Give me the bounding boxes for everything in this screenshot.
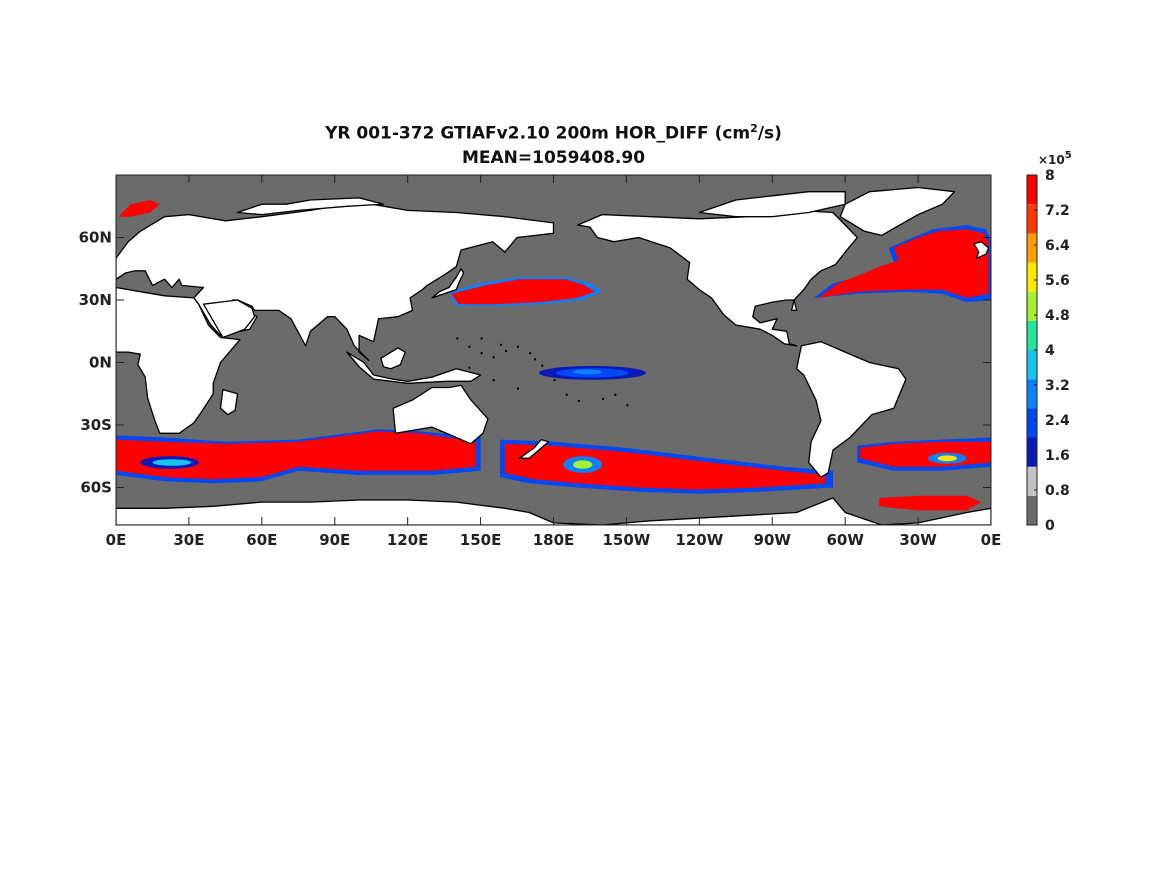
y-axis: 60N 30N 0N 30S 60S — [79, 229, 991, 497]
island-5 — [517, 345, 519, 348]
y-tick-label: 30N — [79, 291, 112, 309]
colorbar-level-1 — [1027, 466, 1037, 496]
island-13 — [626, 404, 629, 407]
colorbar-tick-label: 4.8 — [1045, 308, 1070, 324]
y-tick-label: 0N — [89, 354, 112, 372]
land-japan — [431, 268, 465, 299]
colorbar-tick-label: 5.6 — [1045, 273, 1070, 289]
high-weddell-sea — [879, 495, 982, 511]
x-tick-label: 150W — [602, 531, 650, 549]
low-patch-south-africa-core — [152, 459, 192, 466]
x-tick-label: 90E — [319, 531, 350, 549]
land-arctic-canada — [698, 191, 846, 218]
high-north-pacific — [451, 279, 595, 305]
land-north-america — [577, 209, 858, 347]
island-3 — [492, 356, 495, 359]
x-axis: 0E 30E 60E 90E 120E 150E 180E 150W 120W 90W 60W 30W… — [106, 175, 1002, 549]
island-9 — [565, 393, 568, 396]
colorbar-level-4 — [1027, 379, 1037, 409]
high-southern-indian — [116, 431, 476, 480]
colorbar: ×105 0 0.8 1.6 2.4 3.2 4 4.8 5.6 6.4 7.2 8 — [1026, 150, 1072, 534]
colorbar-level-2 — [1027, 437, 1037, 467]
map-field — [116, 175, 991, 525]
land-madagascar — [219, 388, 239, 416]
island-17 — [534, 358, 537, 361]
colorbar-tick-label: 6.4 — [1045, 238, 1070, 254]
island-7 — [541, 364, 544, 367]
colorbar-level-5 — [1027, 350, 1037, 380]
colorbar-exponent: ×105 — [1038, 150, 1072, 167]
colorbar-tick-label: 2.4 — [1045, 413, 1070, 429]
x-tick-label: 90W — [754, 531, 792, 549]
x-tick-label: 60W — [826, 531, 864, 549]
island-14 — [468, 366, 471, 369]
x-tick-label: 150E — [460, 531, 502, 549]
colorbar-tick-label: 4 — [1045, 343, 1055, 359]
chart-title: YR 001-372 GTIAFv2.10 200m HOR_DIFF (cm2… — [116, 122, 991, 144]
colorbar-level-3 — [1027, 408, 1037, 438]
x-tick-label: 180E — [533, 531, 575, 549]
island-16 — [517, 387, 519, 390]
colorbar-level-0 — [1027, 495, 1037, 525]
y-tick-label: 30S — [80, 416, 112, 434]
y-tick-label: 60S — [80, 479, 112, 497]
island-10 — [577, 400, 580, 402]
colorbar-level-9 — [1027, 233, 1037, 263]
land-borneo — [380, 347, 406, 370]
colorbar-level-7 — [1027, 291, 1037, 321]
low-patch-south-pacific-core — [573, 460, 593, 469]
land-australia — [392, 384, 489, 445]
colorbar-level-6 — [1027, 320, 1037, 350]
chart-subtitle: MEAN=1059408.90 — [461, 148, 646, 168]
land-arctic-russia — [236, 197, 385, 216]
land-africa — [116, 286, 241, 434]
y-tick-label: 60N — [79, 229, 112, 247]
colorbar-tick-label: 1.6 — [1045, 448, 1070, 464]
land-greenland — [839, 186, 956, 237]
x-tick-label: 60E — [246, 531, 277, 549]
x-tick-label: 0E — [981, 531, 1002, 549]
colorbar-exponent-base: ×10 — [1038, 153, 1065, 167]
x-tick-label: 120W — [675, 531, 723, 549]
chart-title-superscript: 2 — [750, 122, 758, 135]
island-15 — [492, 379, 495, 382]
x-tick-label: 30W — [899, 531, 937, 549]
island-6 — [529, 352, 532, 355]
island-0 — [456, 337, 459, 340]
colorbar-level-10 — [1027, 204, 1037, 234]
colorbar-level-8 — [1027, 262, 1037, 292]
colorbar-tick-label: 0.8 — [1045, 483, 1070, 499]
island-19 — [480, 337, 483, 340]
high-barents-sea — [118, 200, 160, 217]
high-north-atlantic — [818, 229, 989, 298]
x-tick-label: 30E — [173, 531, 204, 549]
equatorial-pacific-core — [572, 369, 603, 375]
land-new-zealand — [518, 438, 550, 459]
colorbar-tick-label: 8 — [1045, 168, 1055, 184]
high-southern-pacific — [504, 443, 826, 490]
land-south-america — [795, 341, 907, 478]
colorbar-tick-label: 0 — [1045, 518, 1055, 534]
low-patch-south-atlantic-core — [937, 455, 957, 462]
x-tick-label: 120E — [387, 531, 429, 549]
island-11 — [602, 397, 605, 400]
island-1 — [468, 345, 471, 348]
island-12 — [614, 393, 617, 396]
colorbar-level-11 — [1027, 175, 1037, 205]
colorbar-tick-label: 7.2 — [1045, 203, 1070, 219]
x-tick-label: 0E — [106, 531, 127, 549]
land-arabia — [202, 299, 256, 339]
island-8 — [553, 379, 556, 382]
chart-title-prefix: YR 001-372 GTIAFv2.10 200m HOR_DIFF (cm — [325, 123, 751, 144]
island-2 — [480, 352, 483, 355]
land-indonesia — [346, 351, 482, 384]
island-4 — [504, 350, 507, 352]
chart-title-suffix: /s) — [757, 123, 782, 144]
island-18 — [500, 343, 502, 346]
colorbar-tick-label: 3.2 — [1045, 378, 1070, 394]
land-uk — [973, 241, 990, 259]
colorbar-exponent-power: 5 — [1065, 150, 1072, 161]
